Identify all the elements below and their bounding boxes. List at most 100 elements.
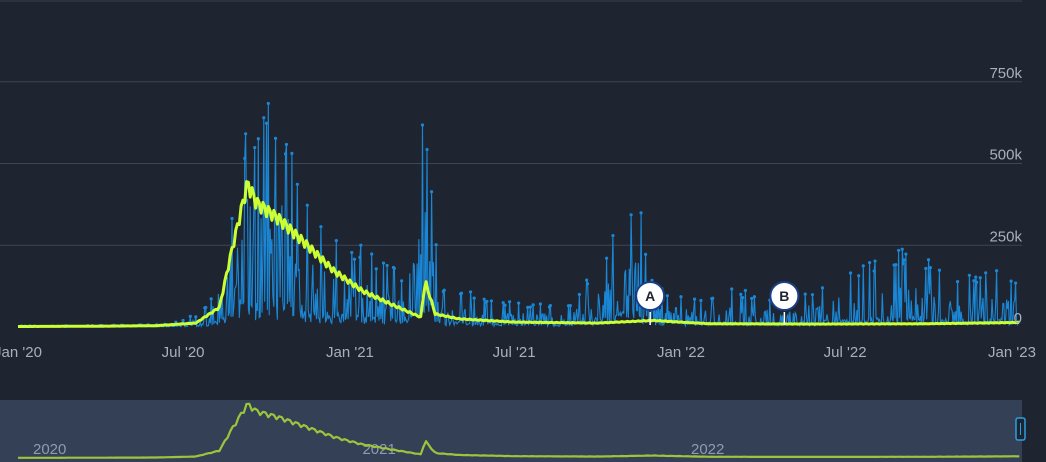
x-tick-label: Jul '21 bbox=[493, 344, 536, 361]
y-tick-label: 750k bbox=[989, 65, 1022, 82]
series-point-blue bbox=[692, 297, 697, 301]
series-point-blue bbox=[385, 263, 389, 268]
series-point-blue bbox=[904, 252, 908, 256]
series-point-blue bbox=[273, 136, 278, 140]
series-point-blue bbox=[894, 263, 898, 267]
series-point-blue bbox=[181, 318, 185, 323]
series-point-blue bbox=[585, 282, 590, 286]
series-point-blue bbox=[526, 305, 530, 309]
series-point-blue bbox=[741, 296, 745, 300]
series-point-blue bbox=[873, 259, 877, 263]
series-point-blue bbox=[810, 293, 815, 297]
series-point-blue bbox=[984, 271, 988, 275]
series-point-blue bbox=[730, 287, 734, 291]
series-point-blue bbox=[266, 101, 270, 106]
series-point-blue bbox=[370, 252, 374, 256]
series-line-green[interactable] bbox=[18, 180, 1020, 328]
series-point-blue bbox=[284, 142, 289, 147]
series-point-blue bbox=[420, 123, 425, 127]
annotation-label: B bbox=[779, 288, 789, 304]
series-point-blue bbox=[902, 258, 906, 262]
series-point-blue bbox=[290, 151, 294, 156]
series-point-blue bbox=[482, 297, 486, 301]
series-point-blue bbox=[295, 182, 299, 186]
series-point-blue bbox=[699, 298, 703, 303]
series-point-blue bbox=[305, 203, 309, 207]
x-tick-label: Jan '22 bbox=[657, 344, 705, 361]
series-point-blue bbox=[972, 279, 976, 283]
x-tick-label: Jan '20 bbox=[0, 344, 42, 361]
series-point-blue bbox=[517, 301, 521, 305]
plot-area[interactable] bbox=[18, 101, 1021, 329]
series-point-blue bbox=[978, 276, 982, 280]
series-point-blue bbox=[643, 252, 648, 256]
series-point-blue bbox=[425, 147, 429, 152]
series-point-blue bbox=[955, 279, 960, 284]
series-point-blue bbox=[872, 269, 876, 273]
series-point-blue bbox=[204, 305, 208, 310]
series-point-blue bbox=[538, 302, 542, 306]
series-point-blue bbox=[548, 304, 552, 308]
series-point-blue bbox=[975, 280, 979, 284]
series-point-blue bbox=[283, 152, 288, 156]
series-point-blue bbox=[974, 275, 978, 279]
series-point-blue bbox=[262, 116, 266, 120]
series-point-blue bbox=[352, 257, 357, 261]
series-point-blue bbox=[752, 295, 757, 299]
navigator[interactable]: 2020 2021 2022 bbox=[0, 400, 1026, 462]
series-point-blue bbox=[264, 121, 269, 125]
series-point-blue bbox=[1014, 281, 1018, 285]
series-point-blue bbox=[243, 156, 247, 160]
series-point-blue bbox=[611, 234, 615, 238]
series-point-blue bbox=[848, 271, 853, 275]
series-point-blue bbox=[665, 294, 669, 298]
series-point-blue bbox=[861, 264, 865, 268]
series-point-blue bbox=[485, 299, 489, 304]
series-point-blue bbox=[503, 303, 507, 307]
navigator-year-label: 2022 bbox=[691, 441, 724, 458]
series-point-blue bbox=[1009, 279, 1013, 283]
series-point-blue bbox=[926, 258, 931, 262]
navigator-series-line bbox=[18, 402, 1020, 459]
annotation-marker-a[interactable] bbox=[635, 281, 666, 311]
series-point-blue bbox=[868, 260, 872, 265]
series-point-blue bbox=[400, 279, 404, 283]
navigator-selection[interactable] bbox=[0, 400, 1022, 462]
series-point-blue bbox=[639, 211, 643, 215]
series-point-blue bbox=[531, 303, 535, 307]
navigator-year-label: 2020 bbox=[33, 441, 66, 458]
series-point-blue bbox=[392, 266, 396, 270]
series-point-blue bbox=[442, 288, 446, 292]
series-point-blue bbox=[924, 266, 928, 271]
series-point-blue bbox=[857, 274, 861, 278]
series-point-blue bbox=[188, 314, 192, 318]
series-point-blue bbox=[994, 269, 999, 273]
series-point-blue bbox=[803, 292, 807, 296]
series-point-blue bbox=[743, 288, 747, 293]
series-point-blue bbox=[358, 255, 362, 259]
series-point-blue bbox=[459, 291, 464, 295]
series-point-blue bbox=[739, 292, 743, 297]
series-point-blue bbox=[897, 248, 901, 253]
series-point-blue bbox=[253, 145, 257, 150]
series-point-blue bbox=[629, 213, 633, 217]
series-point-blue bbox=[429, 190, 434, 194]
x-tick-label: Jan '21 bbox=[326, 344, 374, 361]
series-point-blue bbox=[750, 296, 754, 301]
series-point-blue bbox=[585, 278, 589, 282]
series-point-blue bbox=[937, 268, 942, 272]
series-point-blue bbox=[209, 297, 213, 301]
series-point-blue bbox=[468, 290, 473, 294]
series-point-blue bbox=[568, 303, 572, 308]
series-point-blue bbox=[605, 256, 609, 260]
series-point-blue bbox=[928, 266, 932, 270]
series-point-blue bbox=[194, 315, 198, 319]
series-point-blue bbox=[350, 250, 354, 255]
series-point-blue bbox=[507, 300, 512, 304]
series-point-blue bbox=[820, 286, 825, 290]
annotation-marker-b[interactable] bbox=[769, 281, 800, 311]
grid-lines bbox=[0, 0, 1022, 246]
